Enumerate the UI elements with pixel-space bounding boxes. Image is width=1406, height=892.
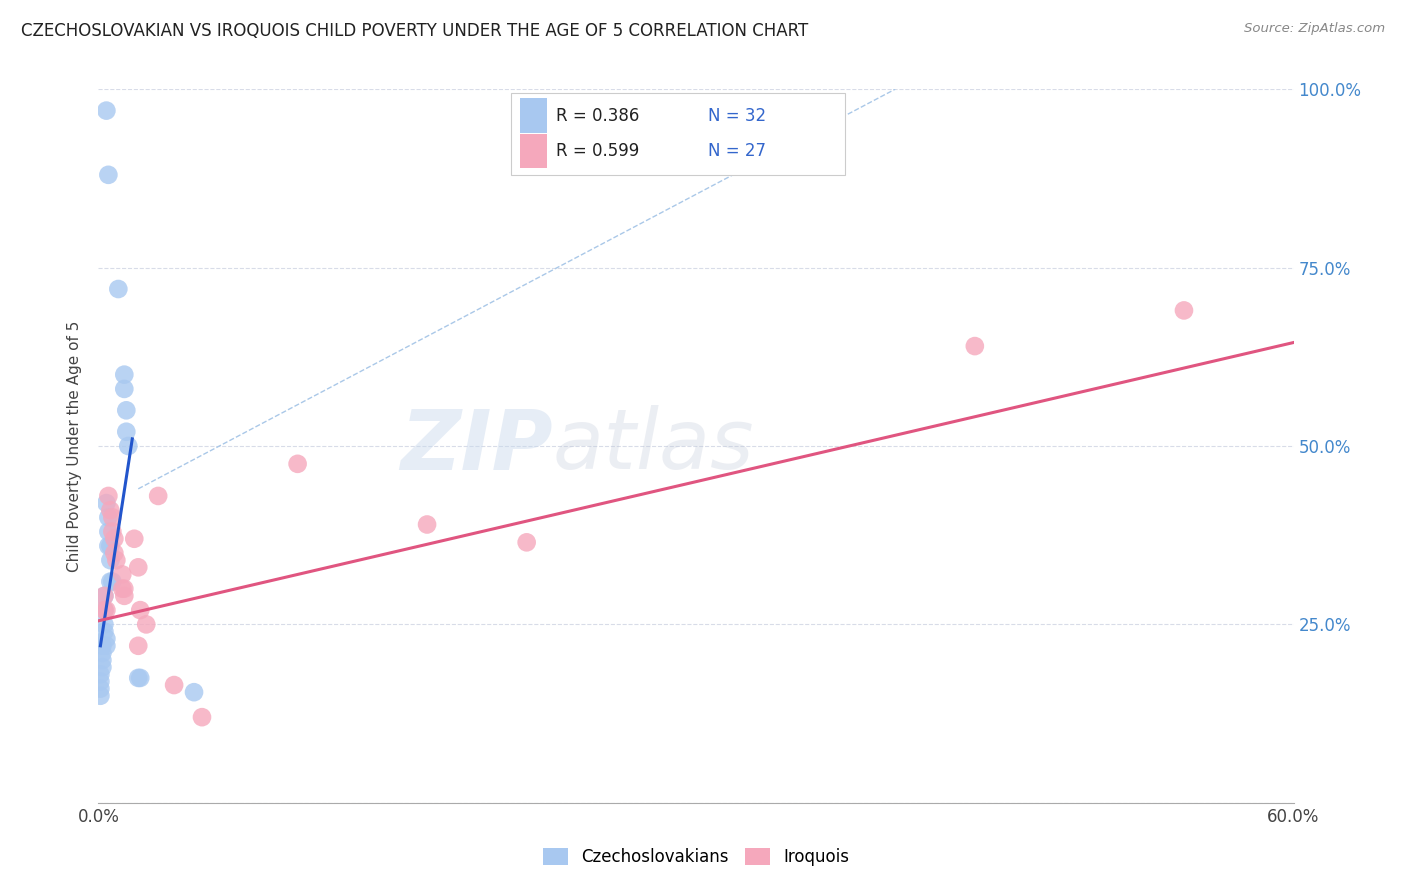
Point: [963, 339, 986, 353]
Point: [112, 382, 135, 396]
Point: [89, 689, 111, 703]
Point: [112, 368, 135, 382]
Point: [148, 489, 170, 503]
Point: [89, 667, 111, 681]
Point: [416, 517, 439, 532]
Point: [516, 535, 538, 549]
Point: [103, 532, 125, 546]
Text: R = 0.386: R = 0.386: [557, 107, 640, 125]
Y-axis label: Child Poverty Under the Age of 5: Child Poverty Under the Age of 5: [67, 320, 83, 572]
Point: [96, 603, 118, 617]
Point: [105, 553, 128, 567]
Point: [107, 282, 129, 296]
Point: [97, 510, 120, 524]
Point: [117, 439, 139, 453]
FancyBboxPatch shape: [520, 98, 547, 133]
Text: Source: ZipAtlas.com: Source: ZipAtlas.com: [1244, 22, 1385, 36]
Point: [124, 532, 146, 546]
Point: [100, 574, 122, 589]
Point: [129, 671, 152, 685]
Point: [127, 560, 149, 574]
Point: [183, 685, 205, 699]
Point: [91, 660, 114, 674]
Point: [89, 674, 111, 689]
Point: [100, 539, 122, 553]
Point: [96, 639, 118, 653]
Point: [97, 168, 120, 182]
Point: [101, 574, 124, 589]
Point: [1173, 303, 1195, 318]
Point: [163, 678, 186, 692]
Point: [135, 617, 157, 632]
FancyBboxPatch shape: [510, 93, 845, 175]
Point: [100, 503, 122, 517]
Text: R = 0.599: R = 0.599: [557, 143, 640, 161]
Legend: Czechoslovakians, Iroquois: Czechoslovakians, Iroquois: [536, 841, 856, 873]
Point: [93, 589, 115, 603]
Point: [96, 103, 118, 118]
Point: [287, 457, 309, 471]
Point: [191, 710, 214, 724]
Point: [96, 496, 118, 510]
Point: [93, 603, 115, 617]
Point: [101, 510, 124, 524]
Point: [91, 646, 114, 660]
Point: [127, 639, 149, 653]
Text: ZIP: ZIP: [399, 406, 553, 486]
Point: [129, 603, 152, 617]
Point: [93, 589, 115, 603]
Point: [112, 589, 135, 603]
Point: [115, 403, 138, 417]
Point: [101, 524, 124, 539]
Point: [89, 681, 111, 696]
Point: [93, 624, 115, 639]
Point: [103, 546, 125, 560]
Point: [100, 553, 122, 567]
Point: [115, 425, 138, 439]
Point: [91, 653, 114, 667]
Point: [127, 671, 149, 685]
FancyBboxPatch shape: [520, 134, 547, 169]
Text: atlas: atlas: [553, 406, 754, 486]
Point: [97, 489, 120, 503]
Point: [96, 632, 118, 646]
Point: [111, 567, 134, 582]
Point: [93, 617, 115, 632]
Text: CZECHOSLOVAKIAN VS IROQUOIS CHILD POVERTY UNDER THE AGE OF 5 CORRELATION CHART: CZECHOSLOVAKIAN VS IROQUOIS CHILD POVERT…: [21, 22, 808, 40]
Text: N = 32: N = 32: [709, 107, 766, 125]
Point: [93, 603, 115, 617]
Point: [111, 582, 134, 596]
Point: [97, 524, 120, 539]
Point: [91, 639, 114, 653]
Text: N = 27: N = 27: [709, 143, 766, 161]
Point: [112, 582, 135, 596]
Point: [97, 539, 120, 553]
